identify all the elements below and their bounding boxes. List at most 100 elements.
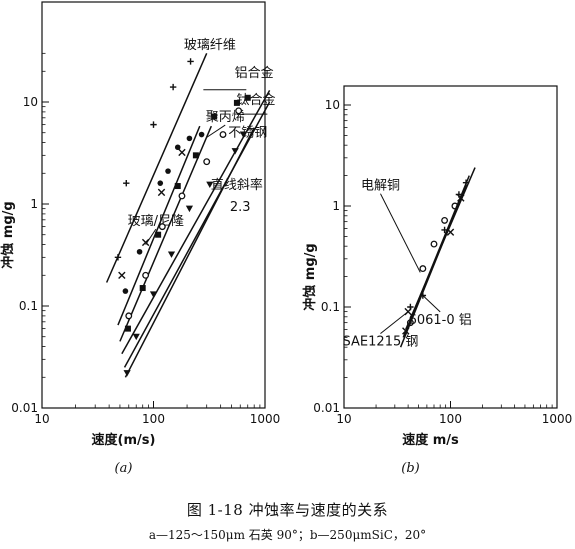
series-line: [399, 185, 467, 348]
chart-panel-1: 10 100 1000 0.01 0.1 1 10 速度(m/s) 冲蚀 mg/g (a) 玻璃纤维…: [0, 1, 281, 476]
y-tick-label: 0.01: [11, 401, 38, 415]
data-point: [419, 265, 427, 273]
y-tick-label: 10: [23, 95, 38, 109]
data-point: [114, 254, 122, 261]
series-1: 玻璃纤维: [105, 38, 236, 283]
series-label: 电解铜: [361, 179, 400, 194]
data-point: [239, 131, 247, 138]
series-label: 钛合金: [236, 92, 275, 108]
data-point: [167, 251, 176, 258]
series-label: 6061-0 铝: [409, 313, 472, 328]
data-point: [174, 183, 181, 190]
data-point: [178, 148, 186, 157]
label-pointer: [145, 228, 157, 245]
series-3: SAE1215 钢: [343, 185, 467, 350]
series-line: [105, 53, 208, 283]
data-point: [169, 83, 177, 91]
data-point: [187, 58, 194, 65]
data-point: [441, 226, 448, 234]
data-point: [136, 248, 143, 255]
data-point: [155, 231, 162, 238]
x-tick-label: 100: [439, 412, 462, 426]
x-tick-label: 100: [142, 412, 165, 426]
data-point: [132, 333, 140, 341]
y-tick-label: 0.1: [19, 299, 38, 313]
data-point: [211, 113, 218, 120]
x-tick-label: 10: [34, 412, 49, 426]
series-label: 铝合金: [235, 65, 274, 81]
y-axis-label: 冲蚀 mg/g: [0, 201, 16, 268]
data-point: [123, 179, 130, 187]
data-point: [186, 135, 193, 142]
data-point: [430, 240, 438, 248]
x-axis-label: 速度 m/s: [402, 432, 459, 448]
data-point: [198, 131, 205, 138]
label-pointer: [380, 311, 409, 334]
series-2: 6061-0 铝: [402, 175, 472, 338]
x-tick-label: 1000: [250, 412, 281, 426]
y-tick-label: 1: [332, 199, 340, 213]
data-point: [203, 158, 211, 166]
data-point: [123, 370, 131, 377]
data-point: [206, 181, 214, 188]
data-point: [118, 271, 126, 279]
x-axis-label: 速度(m/s): [92, 432, 156, 448]
data-point: [402, 327, 410, 335]
data-point: [157, 180, 164, 186]
data-point: [122, 288, 129, 294]
chart-annotation: 直线斜率: [211, 177, 263, 193]
label-pointer: [380, 193, 421, 273]
y-tick-label: 1: [30, 197, 38, 211]
y-tick-label: 0.1: [321, 300, 340, 314]
data-point: [462, 179, 470, 186]
series-6: 不锈钢: [123, 125, 267, 378]
y-axis-label: 冲蚀 mg/g: [302, 243, 318, 310]
x-tick-label: 10: [336, 412, 351, 426]
data-point: [150, 121, 157, 128]
data-point: [141, 238, 150, 247]
series-line: [123, 101, 271, 368]
chart-annotation: 2.3: [230, 200, 251, 215]
data-point: [178, 192, 186, 200]
data-point: [233, 99, 240, 106]
data-point: [165, 168, 171, 174]
y-tick-label: 10: [325, 98, 340, 112]
data-point: [157, 188, 166, 197]
series-label: SAE1215 钢: [343, 335, 419, 350]
series-line: [402, 175, 470, 338]
plot-frame: [343, 85, 558, 409]
data-point: [441, 216, 449, 224]
label-pointer: [422, 295, 441, 313]
figure-note: a—125～150μm 石英 90°；b—250μmSiC，20°: [148, 528, 427, 542]
chart-panel-2: 10 100 1000 0.01 0.1 1 10 速度 m/s 冲蚀 mg/g (b) 电解铜 60…: [302, 85, 573, 476]
data-point: [244, 94, 251, 101]
data-point: [124, 325, 131, 332]
data-point: [235, 107, 243, 115]
y-tick-label: 0.01: [313, 401, 340, 415]
figure-caption: 图 1-18 冲蚀率与速度的关系: [186, 501, 389, 519]
data-point: [142, 271, 150, 279]
panel-label: (b): [401, 461, 419, 476]
data-point: [446, 228, 455, 236]
data-point: [219, 131, 227, 138]
x-tick-label: 1000: [542, 412, 573, 426]
data-point: [158, 223, 166, 231]
panel-label: (a): [115, 461, 133, 476]
data-point: [231, 148, 239, 155]
series-line: [119, 125, 213, 342]
data-point: [192, 152, 199, 159]
data-point: [139, 285, 146, 292]
label-pointer: [206, 124, 226, 138]
series-line: [117, 125, 201, 326]
series-2: 玻璃/尼隆: [117, 125, 201, 326]
series-line: [124, 127, 255, 378]
data-point: [174, 144, 181, 151]
series-label: 不锈钢: [228, 125, 267, 140]
data-point: [149, 291, 158, 298]
series-4: 铝合金: [121, 65, 274, 355]
series-label: 玻璃/尼隆: [128, 214, 184, 229]
data-point: [125, 312, 133, 320]
data-point: [185, 205, 194, 213]
series-label: 玻璃纤维: [184, 38, 236, 53]
